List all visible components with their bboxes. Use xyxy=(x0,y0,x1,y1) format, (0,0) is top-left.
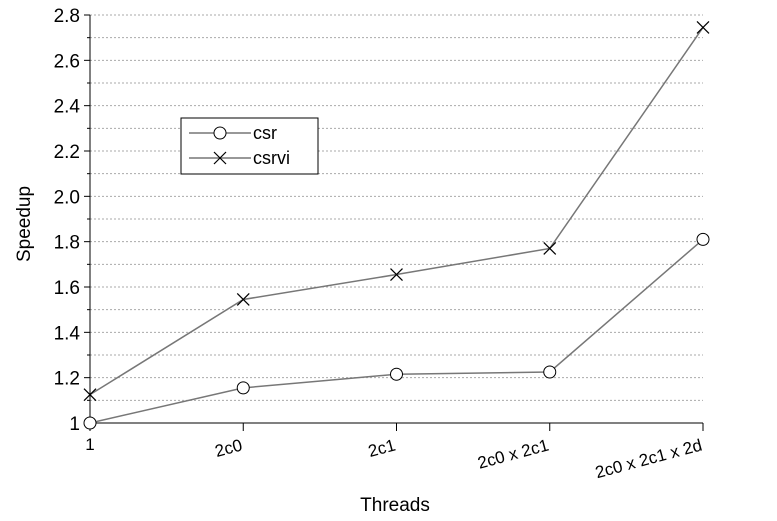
series-line-csr xyxy=(89,238,704,424)
y-tick-label: 2.8 xyxy=(54,6,80,27)
series-group xyxy=(83,21,710,430)
point-marker-csr xyxy=(236,381,250,395)
point-marker-csr xyxy=(83,416,97,430)
point-marker-csrvi xyxy=(696,21,710,34)
y-tick-label: 1.2 xyxy=(54,369,80,390)
x-tick-label: 1 xyxy=(85,435,94,454)
y-axis-label: Speedup xyxy=(14,186,35,262)
series-csrvi xyxy=(83,21,710,402)
y-tick-label: 1.4 xyxy=(54,323,81,344)
point-marker-legend-csr xyxy=(213,126,227,140)
legend-label-csrvi: csrvi xyxy=(253,148,290,168)
y-tick-label: 2.2 xyxy=(54,142,80,163)
legend-box xyxy=(180,117,319,175)
x-axis-label: Threads xyxy=(360,495,430,516)
point-marker-csr xyxy=(390,367,403,381)
point-marker-csr xyxy=(543,365,557,379)
point-marker-csrvi xyxy=(236,293,250,306)
y-tick-label: 1.8 xyxy=(54,233,80,254)
legend-label-csr: csr xyxy=(253,123,277,143)
x-ticks: 1 2c0 2c1 2c0 x 2c1 2c0 x 2c1 x 2d xyxy=(85,423,704,482)
point-marker-csrvi xyxy=(83,388,97,402)
x-tick-label: 2c0 xyxy=(213,436,244,461)
y-ticks: 1 1.2 1.4 1.6 1.8 2.0 2.2 2.4 2.6 2.8 xyxy=(54,6,90,435)
point-marker-legend-csrvi xyxy=(213,151,227,165)
x-tick-label: 2c0 x 2c1 xyxy=(476,436,551,473)
series-csr xyxy=(83,232,710,430)
point-marker-csrvi xyxy=(390,268,403,281)
point-marker-csr xyxy=(696,232,710,246)
legend: csr csrvi xyxy=(180,117,319,175)
y-tick-label: 2.6 xyxy=(54,51,80,72)
point-marker-csrvi xyxy=(543,242,557,255)
y-tick-label: 2.0 xyxy=(54,187,80,208)
x-tick-label: 2c1 xyxy=(366,436,397,461)
y-tick-label: 1.6 xyxy=(54,278,80,299)
y-tick-label: 1 xyxy=(69,414,80,435)
x-tick-label: 2c0 x 2c1 x 2d xyxy=(593,436,704,483)
grid-lines xyxy=(90,14,703,401)
y-tick-label: 2.4 xyxy=(54,97,81,118)
